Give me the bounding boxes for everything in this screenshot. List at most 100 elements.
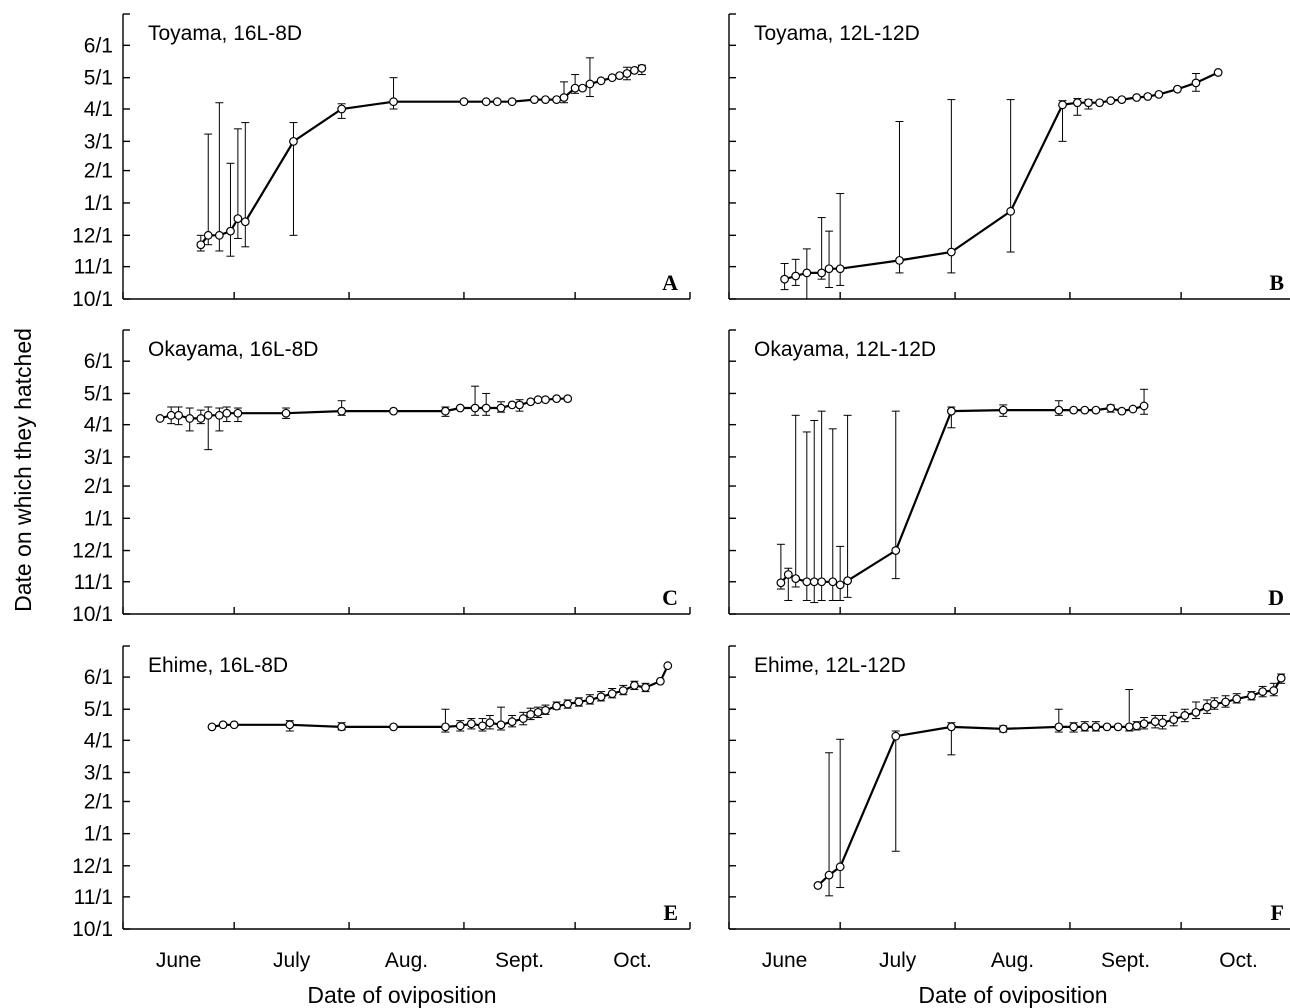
data-point — [233, 214, 243, 224]
data-point — [946, 722, 956, 732]
data-point — [1069, 722, 1079, 732]
data-point — [655, 676, 665, 686]
data-point — [585, 695, 595, 705]
data-point — [607, 73, 617, 83]
y-tick-label: 6/1 — [84, 34, 113, 57]
data-point — [1069, 405, 1079, 415]
data-point — [1269, 686, 1279, 695]
data-point — [166, 410, 176, 420]
data-point — [1202, 702, 1212, 712]
data-point — [1232, 694, 1242, 704]
y-tick-label: 2/1 — [84, 160, 113, 183]
data-point — [485, 718, 495, 728]
data-point — [817, 577, 827, 587]
data-point — [1072, 98, 1082, 108]
data-point — [233, 408, 243, 418]
data-point — [1221, 697, 1230, 707]
data-point — [1106, 403, 1116, 413]
data-point — [1084, 98, 1093, 108]
y-tick-label: 10/1 — [72, 918, 113, 941]
data-point — [203, 230, 213, 240]
data-point — [1113, 722, 1123, 732]
panel-e: 10/1 11/1 12/1 1/1 2/1 3/1 4/1 5/1 6/1 June July Au… — [72, 645, 691, 972]
data-point — [1180, 711, 1190, 720]
data-point — [835, 862, 845, 872]
data-point — [541, 395, 550, 405]
data-point — [478, 721, 487, 731]
data-point — [1276, 673, 1286, 683]
x-tick-label: Oct. — [613, 949, 652, 972]
data-point — [455, 721, 465, 731]
data-point — [998, 724, 1008, 734]
data-point — [226, 226, 235, 236]
data-point — [281, 408, 291, 418]
data-point — [824, 264, 834, 274]
data-point — [389, 97, 398, 107]
data-point — [809, 577, 819, 587]
data-point — [507, 717, 517, 727]
data-point — [185, 414, 195, 423]
data-point — [578, 83, 587, 93]
data-point — [496, 403, 506, 413]
data-point — [1054, 405, 1064, 415]
data-point — [891, 731, 901, 741]
data-point — [1095, 98, 1104, 108]
y-tick-label: 12/1 — [72, 855, 113, 878]
y-tick-label: 4/1 — [84, 729, 113, 752]
data-point — [1191, 78, 1201, 88]
data-point — [895, 255, 904, 265]
data-point — [1143, 92, 1153, 101]
x-tick-label: Sept. — [1101, 949, 1150, 972]
data-point — [218, 720, 228, 730]
panel-d: Okayama, 12L-12D D — [728, 329, 1290, 615]
data-point — [507, 400, 517, 410]
data-point — [285, 720, 295, 730]
data-point — [196, 240, 206, 250]
series-line — [784, 71, 1219, 281]
data-point — [1210, 699, 1219, 709]
panel-letter: E — [663, 900, 678, 925]
data-point — [174, 410, 183, 420]
data-point — [455, 403, 465, 413]
x-tick-label: Sept. — [495, 949, 544, 972]
data-point — [529, 95, 539, 105]
data-point — [337, 104, 347, 114]
data-point — [1106, 96, 1116, 106]
data-point — [1117, 406, 1127, 416]
data-point — [196, 414, 206, 423]
data-point — [946, 406, 956, 416]
panel-title: Ehime, 12L-12D — [754, 654, 906, 677]
data-point — [1117, 95, 1127, 105]
data-point — [481, 403, 491, 413]
y-tick-label: 5/1 — [84, 382, 113, 405]
data-point — [518, 714, 528, 723]
data-point — [1132, 93, 1142, 102]
x-tick-label: Aug. — [991, 949, 1034, 972]
panel-title: Toyama, 16L-8D — [148, 22, 302, 45]
data-point — [615, 71, 624, 80]
data-point — [459, 97, 469, 107]
data-point — [835, 264, 845, 274]
data-point — [998, 405, 1008, 415]
data-point — [1169, 715, 1179, 725]
data-point — [563, 699, 573, 709]
data-point — [1213, 68, 1223, 77]
y-tick-label: 11/1 — [74, 886, 113, 909]
data-point — [214, 230, 224, 240]
data-point — [1139, 719, 1149, 729]
data-point — [776, 578, 786, 588]
y-tick-label: 4/1 — [84, 98, 113, 121]
data-point — [596, 692, 606, 702]
data-point — [526, 397, 536, 407]
data-point — [1102, 722, 1112, 732]
data-point — [630, 680, 639, 690]
data-point — [570, 83, 580, 93]
y-axis-title: Date on which they hatched — [10, 328, 36, 612]
data-point — [802, 268, 812, 278]
y-tick-label: 1/1 — [84, 192, 113, 215]
y-tick-label: 12/1 — [72, 224, 113, 247]
data-point — [507, 97, 517, 107]
data-point — [574, 697, 584, 707]
data-point — [1124, 722, 1134, 732]
panel-b: Toyama, 12L-12D B — [728, 13, 1290, 300]
